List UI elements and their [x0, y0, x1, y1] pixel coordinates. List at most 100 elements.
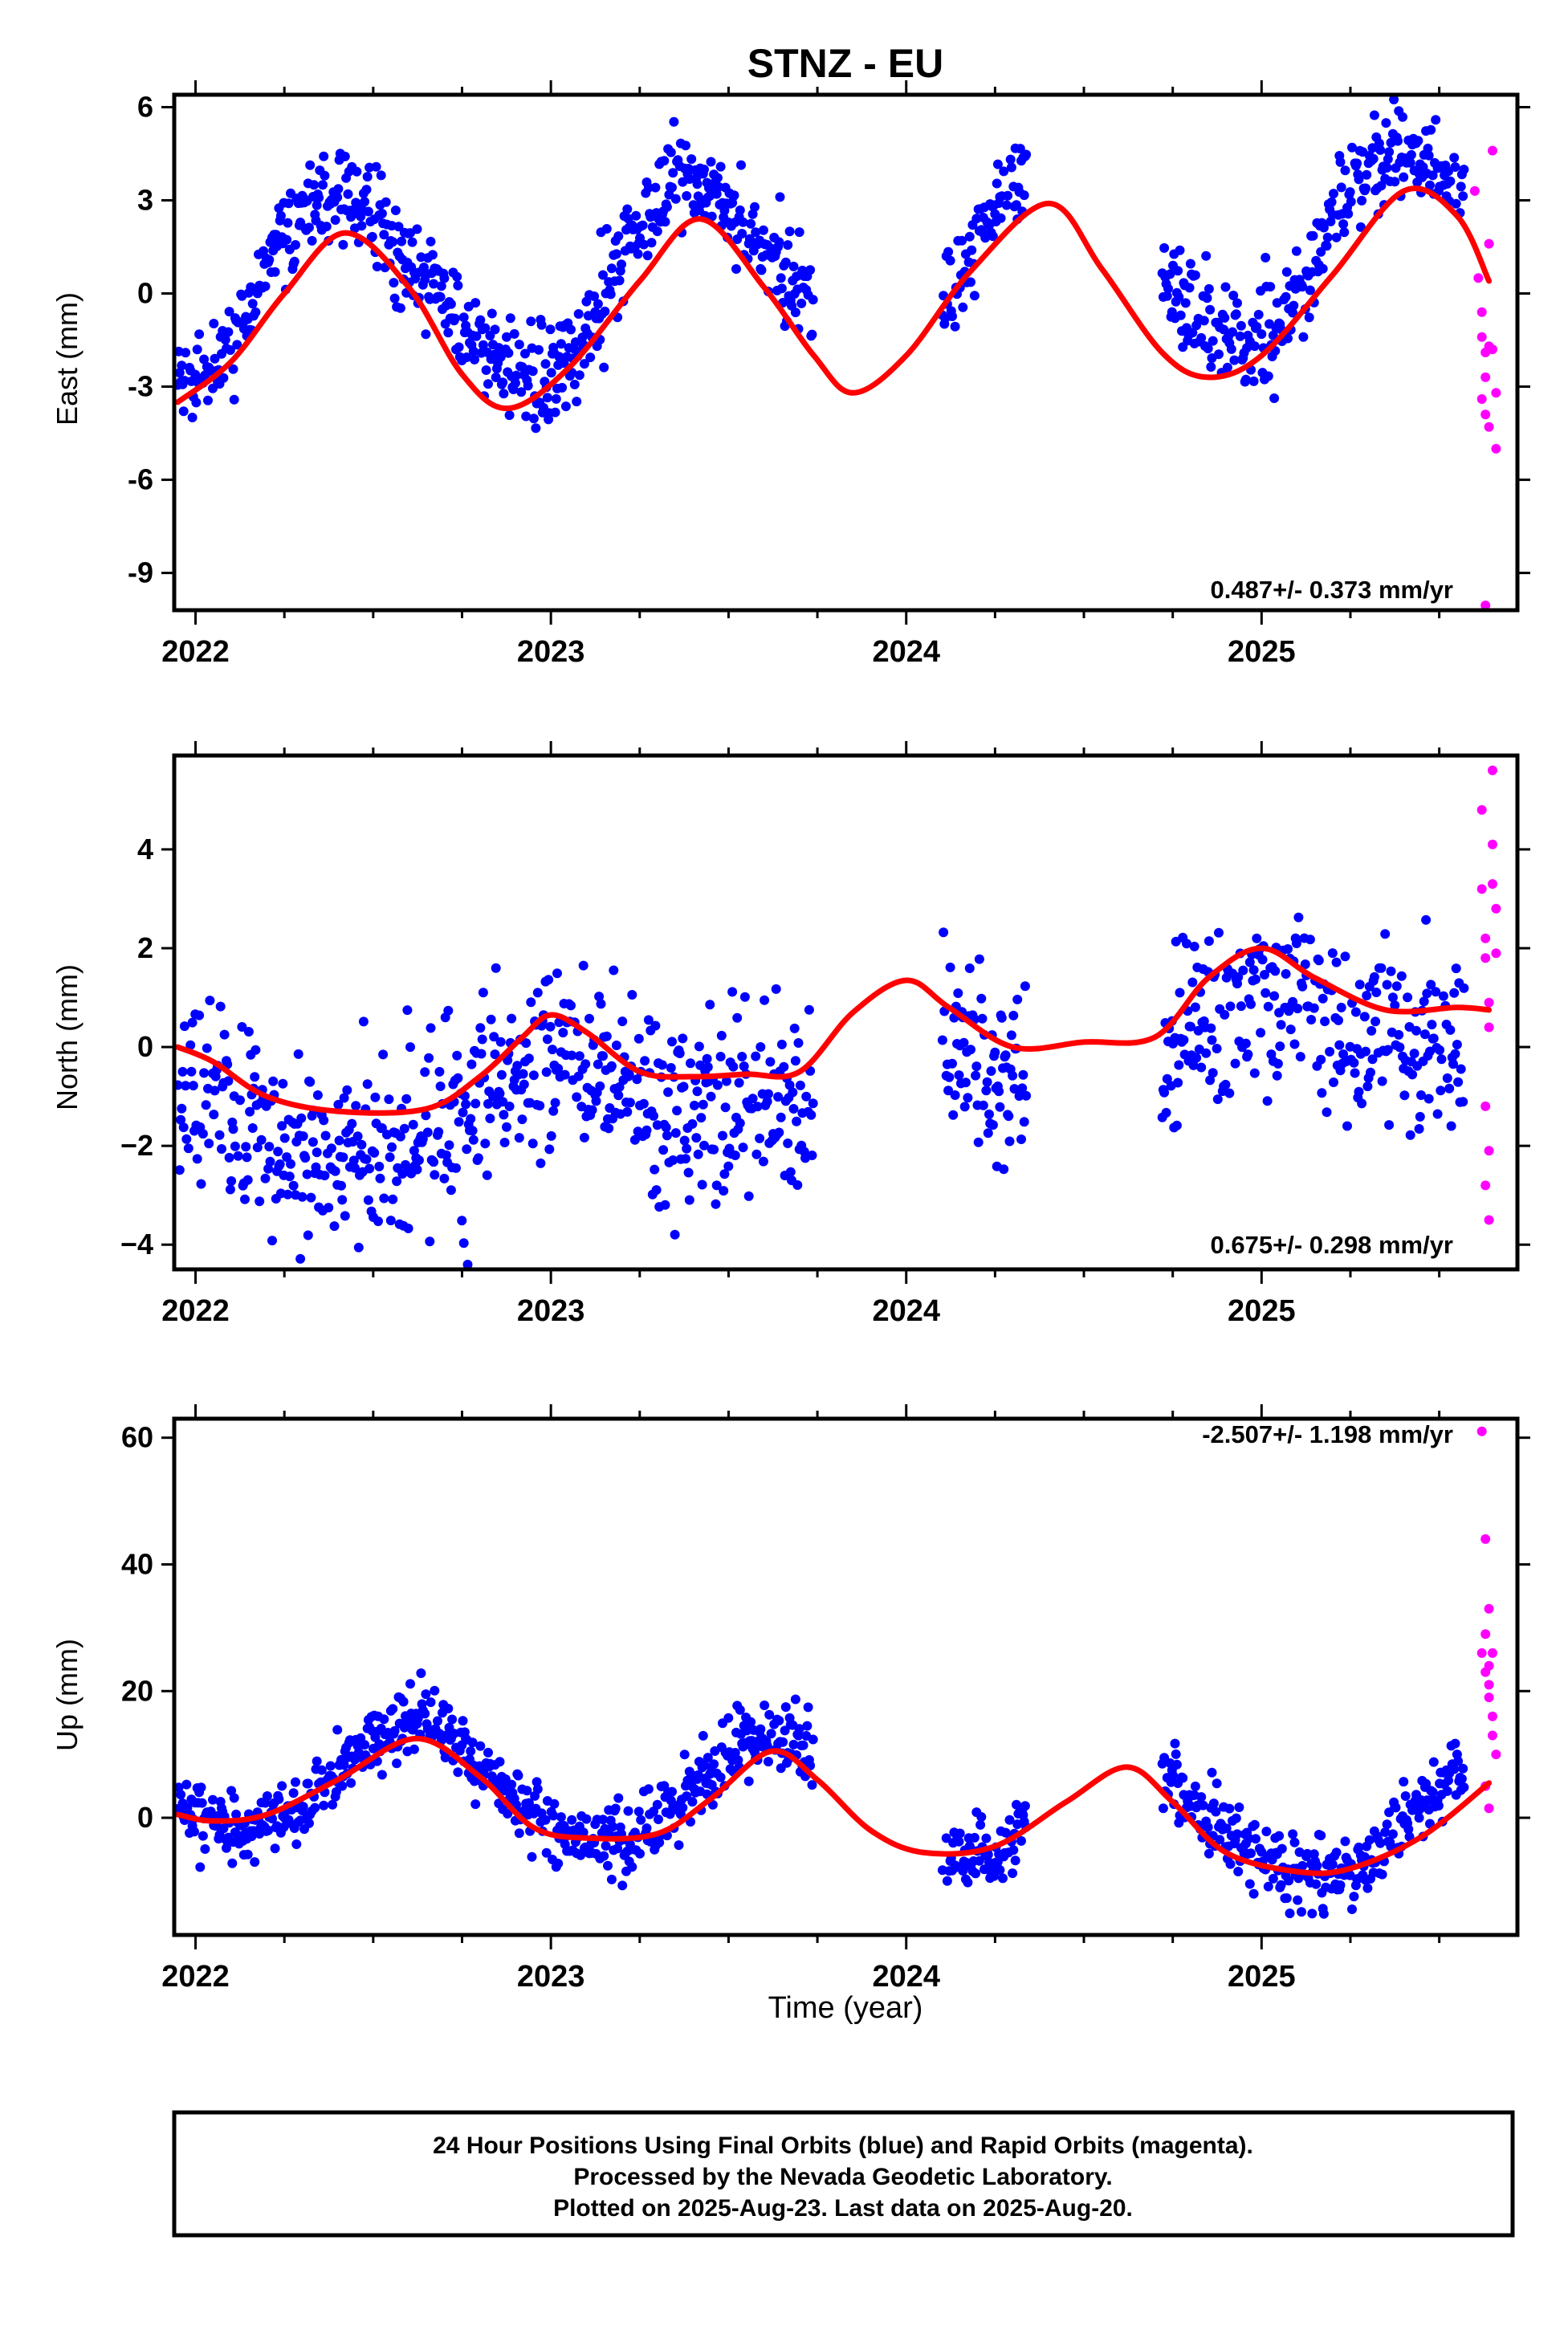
up-final-orbit-point: [1453, 1756, 1464, 1766]
east-final-orbit-point: [606, 263, 617, 274]
north-final-orbit-point: [1407, 1069, 1418, 1080]
up-final-orbit-point: [1316, 1831, 1326, 1841]
east-final-orbit-point: [1229, 355, 1240, 365]
north-final-orbit-point: [715, 1052, 726, 1061]
east-final-orbit-point: [1335, 157, 1346, 167]
up-final-orbit-point: [1285, 1908, 1295, 1919]
north-final-orbit-point: [747, 1094, 758, 1104]
north-final-orbit-point: [1432, 1109, 1443, 1119]
north-final-orbit-point: [422, 1127, 433, 1138]
east-final-orbit-point: [988, 231, 998, 242]
up-final-orbit-point: [633, 1807, 644, 1817]
east-final-orbit-point: [573, 309, 584, 319]
north-final-orbit-point: [1309, 1003, 1319, 1013]
up-final-orbit-point: [426, 1697, 436, 1708]
north-final-orbit-point: [959, 1102, 970, 1112]
east-final-orbit-point: [426, 236, 436, 246]
east-final-orbit-point: [1382, 162, 1392, 173]
north-final-orbit-point: [303, 1230, 313, 1240]
north-rapid-orbit-point: [1480, 933, 1491, 943]
east-final-orbit-point: [483, 379, 493, 389]
north-final-orbit-point: [1203, 936, 1214, 947]
north-final-orbit-point: [1189, 941, 1199, 951]
figure-title: STNZ - EU: [747, 41, 943, 86]
up-final-orbit-point: [1302, 1848, 1313, 1859]
north-final-orbit-point: [1244, 957, 1255, 967]
north-final-orbit-point: [1331, 957, 1342, 967]
north-final-orbit-point: [633, 1033, 644, 1044]
up-axis-label: Up (mm): [51, 1639, 83, 1751]
north-final-orbit-point: [352, 1131, 363, 1142]
north-final-orbit-point: [679, 1135, 690, 1146]
east-final-orbit-point: [1343, 209, 1354, 219]
north-final-orbit-point: [297, 1191, 307, 1202]
north-final-orbit-point: [282, 1152, 292, 1163]
east-final-orbit-point: [1406, 149, 1416, 160]
north-final-orbit-point: [260, 1173, 271, 1183]
north-final-orbit-point: [1403, 992, 1413, 1003]
east-final-orbit-point: [1021, 149, 1032, 160]
up-final-orbit-point: [556, 1812, 566, 1823]
north-final-orbit-point: [1008, 1010, 1019, 1020]
north-final-orbit-point: [178, 1122, 189, 1133]
north-final-orbit-point: [337, 1195, 348, 1205]
north-final-orbit-point: [350, 1163, 360, 1173]
east-final-orbit-point: [1322, 241, 1332, 251]
east-final-orbit-point: [650, 182, 661, 193]
east-final-orbit-point: [1220, 282, 1231, 292]
north-final-orbit-point: [1359, 1012, 1370, 1022]
up-final-orbit-point: [433, 1716, 442, 1726]
east-final-orbit-point: [1231, 309, 1241, 320]
east-final-orbit-point: [593, 299, 603, 309]
north-final-orbit-point: [499, 1138, 510, 1147]
east-rapid-orbit-point: [1476, 332, 1487, 342]
north-final-orbit-point: [374, 1161, 385, 1171]
north-final-orbit-point: [1449, 988, 1460, 998]
north-final-orbit-point: [739, 992, 750, 1002]
east-final-orbit-point: [319, 151, 329, 161]
north-final-orbit-point: [806, 1110, 817, 1120]
up-final-orbit-point: [298, 1802, 308, 1812]
north-final-orbit-point: [1377, 1076, 1387, 1086]
north-final-orbit-point: [613, 1090, 624, 1101]
north-final-orbit-point: [738, 1143, 748, 1153]
east-final-orbit-point: [774, 237, 784, 247]
east-final-orbit-point: [309, 180, 320, 190]
north-fit-line: [174, 945, 1493, 1116]
east-rapid-orbit-point: [1484, 422, 1494, 432]
north-final-orbit-point: [720, 1102, 731, 1113]
east-final-orbit-point: [670, 193, 681, 204]
up-final-orbit-point: [1456, 1774, 1467, 1784]
north-final-orbit-point: [340, 1211, 350, 1221]
north-final-orbit-point: [466, 1114, 476, 1124]
east-final-orbit-point: [1451, 198, 1461, 209]
north-final-orbit-point: [541, 1067, 552, 1077]
north-final-orbit-point: [502, 1122, 511, 1132]
north-final-orbit-point: [1260, 970, 1269, 980]
north-final-orbit-point: [792, 1180, 803, 1190]
north-final-orbit-point: [689, 1100, 699, 1110]
north-final-orbit-point: [518, 1069, 528, 1079]
up-final-orbit-point: [798, 1740, 808, 1750]
up-final-orbit-point: [467, 1737, 478, 1748]
up-final-orbit-point: [195, 1862, 206, 1872]
up-final-orbit-point: [1249, 1819, 1260, 1830]
north-final-orbit-point: [1451, 963, 1461, 974]
east-final-orbit-point: [247, 299, 258, 309]
north-final-orbit-point: [683, 1167, 694, 1178]
north-final-orbit-point: [1448, 1059, 1458, 1069]
up-final-orbit-point: [388, 1704, 398, 1714]
east-final-orbit-point: [260, 281, 271, 291]
east-final-orbit-point: [377, 209, 387, 218]
east-final-orbit-point: [376, 170, 386, 181]
east-final-orbit-point: [321, 222, 332, 232]
up-y-tick-label: 40: [121, 1547, 153, 1580]
north-final-orbit-point: [988, 1120, 998, 1130]
north-final-orbit-point: [512, 1061, 523, 1071]
east-final-orbit-point: [360, 197, 370, 207]
east-final-orbit-point: [545, 324, 556, 335]
east-final-orbit-point: [599, 362, 609, 373]
north-final-orbit-point: [755, 1133, 765, 1143]
north-final-orbit-point: [403, 1224, 413, 1233]
up-final-orbit-point: [762, 1741, 772, 1751]
